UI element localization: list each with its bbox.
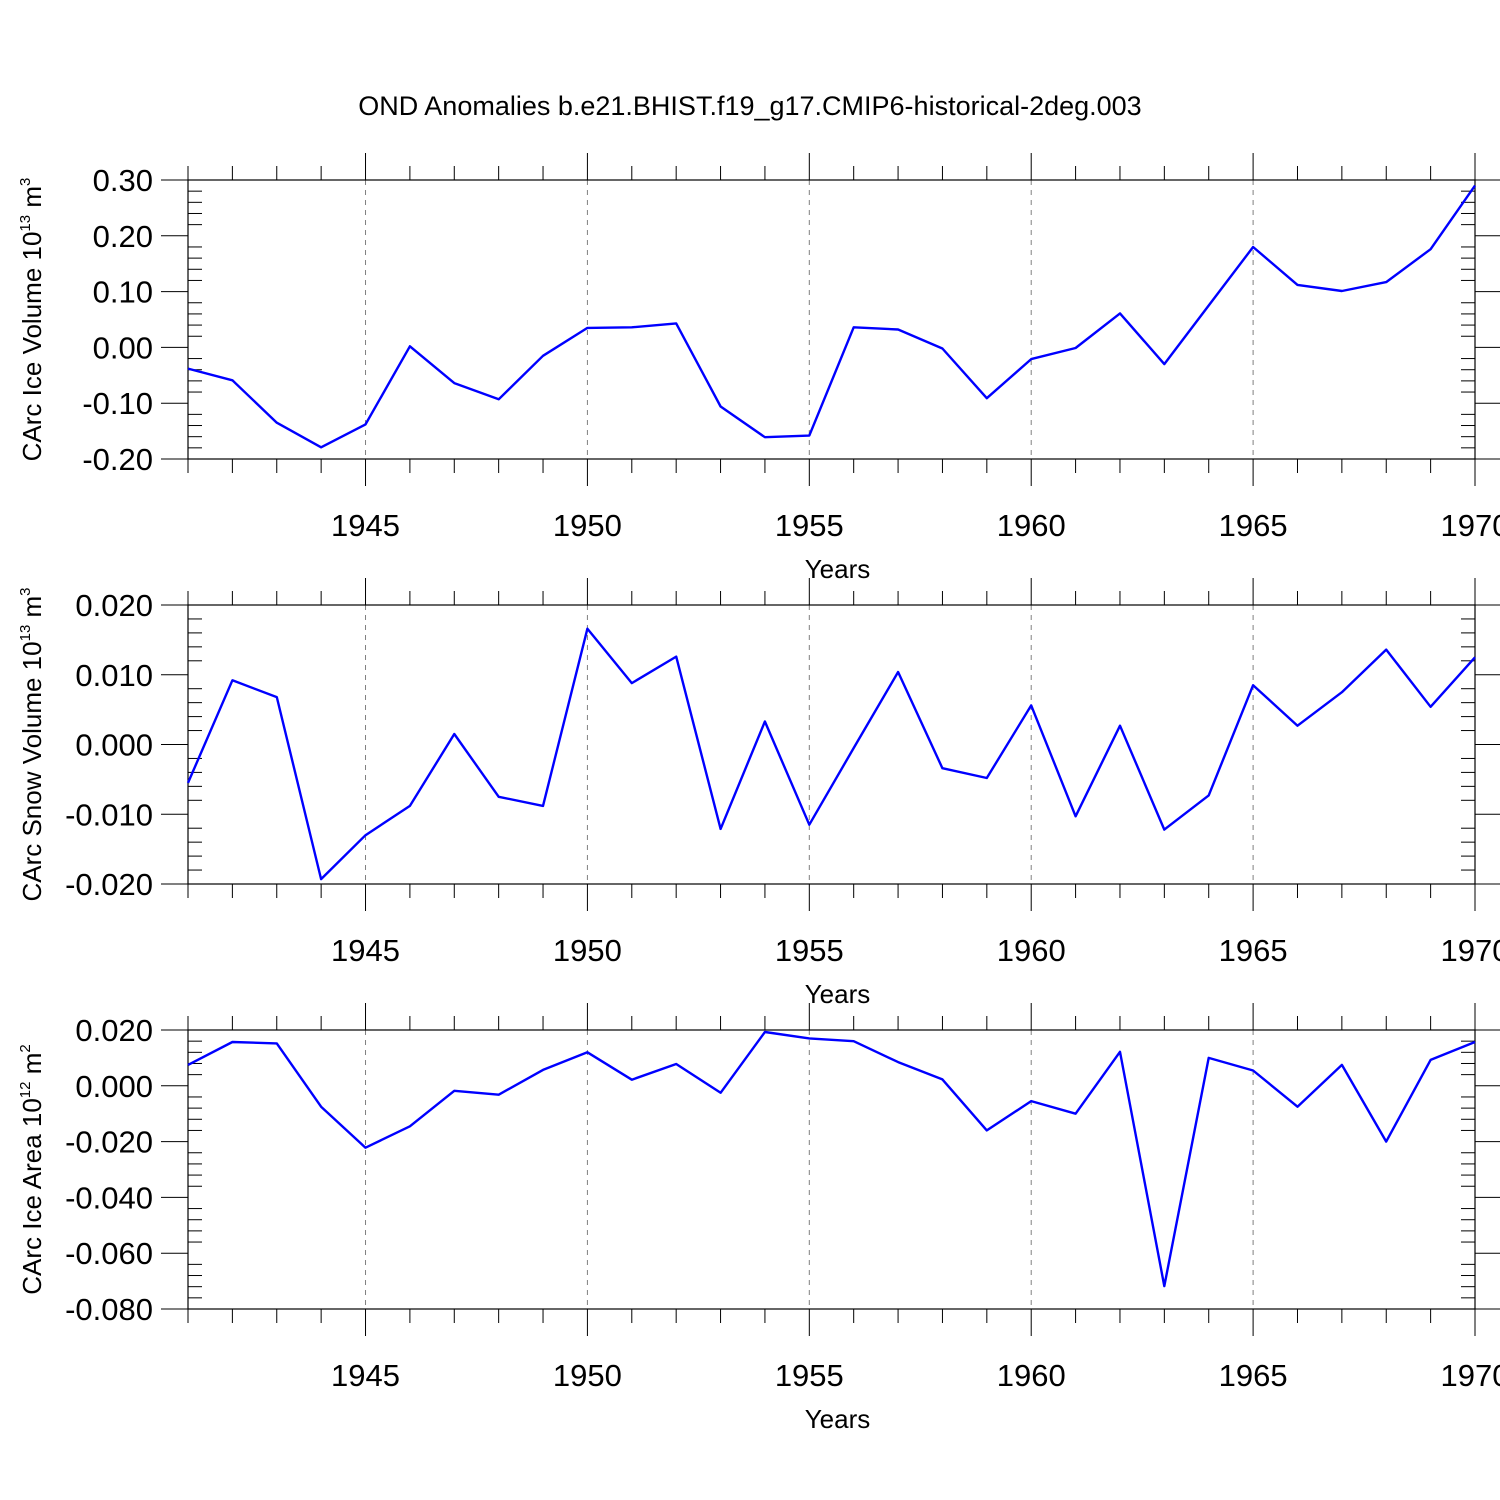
figure-title: OND Anomalies b.e21.BHIST.f19_g17.CMIP6-… xyxy=(358,91,1141,121)
y-tick-label: 0.010 xyxy=(75,658,153,693)
x-tick-label: 1965 xyxy=(1219,508,1288,543)
series-line-1 xyxy=(187,184,1476,449)
x-tick-label: 1945 xyxy=(331,1358,400,1393)
x-axis-label: Years xyxy=(805,1404,871,1434)
x-tick-label: 1965 xyxy=(1219,933,1288,968)
y-axis-label: CArc Snow Volume 1013 m3 xyxy=(17,587,47,901)
y-tick-label: 0.000 xyxy=(75,1069,153,1104)
x-tick-label: 1960 xyxy=(997,508,1066,543)
y-tick-label: 0.10 xyxy=(93,275,153,310)
y-tick-label: -0.10 xyxy=(82,386,153,421)
x-tick-label: 1970 xyxy=(1441,933,1500,968)
series-line-1 xyxy=(187,1030,1476,1288)
x-tick-label: 1970 xyxy=(1441,508,1500,543)
y-tick-label: 0.20 xyxy=(93,219,153,254)
chart-panel-2: -0.020 -0.010 0.000 0.010 0.020 1945 1950 1955 1… xyxy=(17,578,1500,1009)
y-tick-label: -0.060 xyxy=(65,1236,153,1271)
x-tick-label: 1950 xyxy=(553,508,622,543)
y-tick-label: 0.000 xyxy=(75,728,153,763)
x-tick-label: 1950 xyxy=(553,1358,622,1393)
x-tick-label: 1945 xyxy=(331,508,400,543)
x-tick-label: 1950 xyxy=(553,933,622,968)
y-tick-label: 0.00 xyxy=(93,330,153,365)
x-tick-label: 1960 xyxy=(997,933,1066,968)
y-tick-label: 0.30 xyxy=(93,163,153,198)
plot-frame xyxy=(187,604,1476,885)
y-tick-label: -0.040 xyxy=(65,1180,153,1215)
x-axis-label: Years xyxy=(805,979,871,1009)
y-tick-label: 0.020 xyxy=(75,588,153,623)
x-tick-label: 1965 xyxy=(1219,1358,1288,1393)
chart-panel-1: -0.20 -0.10 0.00 0.10 0.20 0.30 1945 1950 1955 19… xyxy=(17,153,1500,584)
x-tick-label: 1970 xyxy=(1441,1358,1500,1393)
x-tick-label: 1945 xyxy=(331,933,400,968)
y-tick-label: 0.020 xyxy=(75,1013,153,1048)
y-axis-label: CArc Ice Area 1012 m2 xyxy=(17,1044,47,1294)
x-tick-label: 1955 xyxy=(775,508,844,543)
y-axis-label: CArc Ice Volume 1013 m3 xyxy=(17,178,47,462)
x-tick-label: 1955 xyxy=(775,1358,844,1393)
y-tick-label: -0.20 xyxy=(82,442,153,477)
y-tick-label: -0.020 xyxy=(65,867,153,902)
x-tick-label: 1960 xyxy=(997,1358,1066,1393)
y-tick-label: -0.080 xyxy=(65,1292,153,1327)
y-tick-label: -0.020 xyxy=(65,1125,153,1160)
chart-panel-3: -0.080 -0.060 -0.040 -0.020 0.000 0.020 1945 19… xyxy=(17,1003,1500,1434)
series-line-1 xyxy=(186,627,1476,881)
x-tick-label: 1955 xyxy=(775,933,844,968)
x-axis-label: Years xyxy=(805,554,871,584)
y-tick-label: -0.010 xyxy=(65,797,153,832)
plot-frame xyxy=(187,179,1476,460)
plot-frame xyxy=(187,1029,1476,1310)
